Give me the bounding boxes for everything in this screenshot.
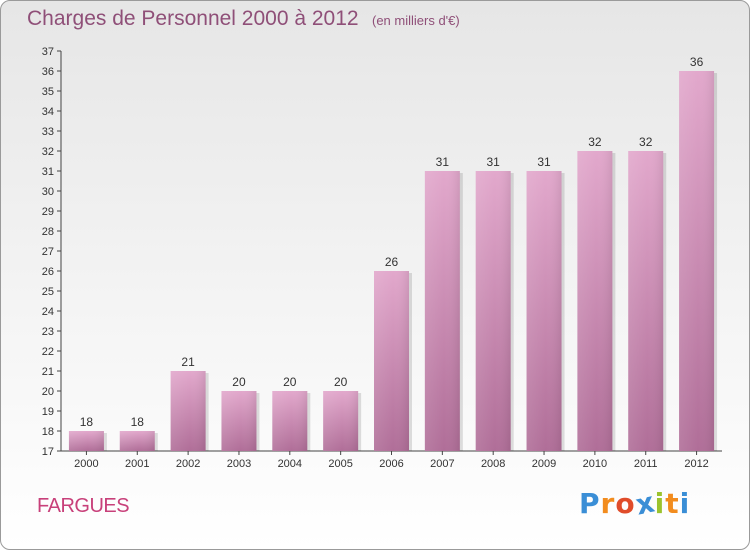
y-tick-label: 22 xyxy=(42,346,54,358)
y-tick-label: 18 xyxy=(42,426,54,438)
data-label: 20 xyxy=(334,375,348,389)
bar-shine xyxy=(475,171,511,451)
y-tick-label: 17 xyxy=(42,446,54,458)
bar-shine xyxy=(628,151,664,451)
data-label: 32 xyxy=(588,135,602,149)
data-label: 21 xyxy=(181,355,195,369)
x-tick-label: 2003 xyxy=(227,458,251,470)
bar-shine xyxy=(577,151,613,451)
y-tick-label: 20 xyxy=(42,386,54,398)
y-tick-label: 35 xyxy=(42,86,54,98)
data-label: 18 xyxy=(131,415,145,429)
x-tick-label: 2006 xyxy=(379,458,403,470)
bar-shine xyxy=(170,371,206,451)
value-labels: 18 18 21 20 20 20 26 31 31 31 32 32 36 xyxy=(80,55,704,429)
bar-shine xyxy=(119,431,155,451)
y-tick-label: 21 xyxy=(42,366,54,378)
x-tick-label: 2005 xyxy=(328,458,352,470)
bar-shine xyxy=(374,271,409,451)
chart-subtitle: (en milliers d'€) xyxy=(372,13,460,28)
y-tick-label: 34 xyxy=(42,106,54,118)
y-tick-label: 26 xyxy=(42,266,54,278)
x-tick-label: 2012 xyxy=(684,458,708,470)
data-label: 20 xyxy=(232,375,246,389)
x-tick-label: 2001 xyxy=(125,458,149,470)
data-label: 31 xyxy=(537,155,551,169)
proxiti-logo: Proxiti xyxy=(579,485,691,521)
y-tick-label: 23 xyxy=(42,326,54,338)
bar-shine xyxy=(424,171,460,451)
data-label: 20 xyxy=(283,375,297,389)
bar-shine xyxy=(679,71,715,451)
y-tick-label: 29 xyxy=(42,206,54,218)
bars xyxy=(68,71,718,451)
data-label: 26 xyxy=(385,255,399,269)
logo-letter: P xyxy=(579,487,601,520)
y-tick-label: 33 xyxy=(42,126,54,138)
bar-shine xyxy=(526,171,562,451)
place-name: FARGUES xyxy=(37,495,130,517)
x-tick-label: 2010 xyxy=(583,458,607,470)
y-tick-label: 24 xyxy=(42,306,54,318)
x-tick-label: 2011 xyxy=(634,458,658,470)
logo-letter: t xyxy=(665,487,680,520)
y-tick-label: 28 xyxy=(42,226,54,238)
y-tick-label: 36 xyxy=(42,66,54,78)
bar-shine xyxy=(272,391,308,451)
bar-shine xyxy=(221,391,257,451)
y-tick-label: 30 xyxy=(42,186,54,198)
x-tick-label: 2002 xyxy=(176,458,200,470)
y-tick-label: 31 xyxy=(42,166,54,178)
data-label: 36 xyxy=(690,55,704,69)
x-tick-label: 2008 xyxy=(481,458,505,470)
y-tick-label: 19 xyxy=(42,406,54,418)
x-tick-label: 2000 xyxy=(74,458,98,470)
logo-letter: o xyxy=(615,487,636,520)
x-tick-label: 2004 xyxy=(278,458,302,470)
y-tick-label: 25 xyxy=(42,286,54,298)
data-label: 31 xyxy=(487,155,501,169)
data-label: 32 xyxy=(639,135,653,149)
x-tick-label: 2009 xyxy=(532,458,556,470)
logo-letter: r xyxy=(600,487,616,520)
chart-title: Charges de Personnel 2000 à 2012 xyxy=(27,7,359,30)
data-label: 31 xyxy=(436,155,450,169)
y-tick-label: 37 xyxy=(42,46,54,58)
y-tick-label: 32 xyxy=(42,146,54,158)
logo-letter: i xyxy=(654,487,666,520)
bar-shine xyxy=(323,391,359,451)
logo-letter: i xyxy=(679,487,691,520)
y-tick-label: 27 xyxy=(42,246,54,258)
x-tick-label: 2007 xyxy=(430,458,454,470)
data-label: 18 xyxy=(80,415,94,429)
bar-shine xyxy=(68,431,104,451)
